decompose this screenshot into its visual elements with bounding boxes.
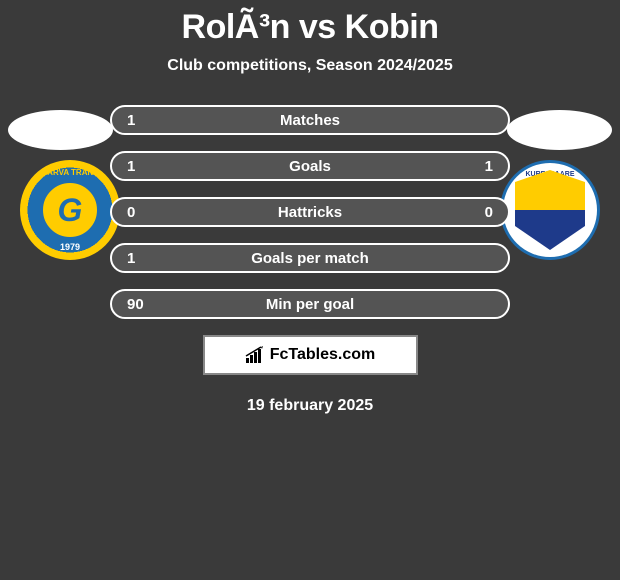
- page-title: RolÃ³n vs Kobin: [0, 8, 620, 47]
- stat-value-left: 1: [127, 158, 167, 175]
- crest-left-text: NARVA TRANS: [41, 168, 98, 177]
- stat-row-min-per-goal: 90 Min per goal: [110, 289, 510, 319]
- stat-row-hattricks: 0 Hattricks 0: [110, 197, 510, 227]
- stat-label: Goals per match: [251, 250, 369, 267]
- player-avatar-right: [507, 110, 612, 150]
- club-crest-right: KURESSAARE: [500, 160, 600, 260]
- stat-row-goals: 1 Goals 1: [110, 151, 510, 181]
- header: RolÃ³n vs Kobin Club competitions, Seaso…: [0, 0, 620, 75]
- stat-row-goals-per-match: 1 Goals per match: [110, 243, 510, 273]
- player-avatar-left: [8, 110, 113, 150]
- stat-value-left: 0: [127, 204, 167, 221]
- branding-box: FcTables.com: [203, 335, 418, 375]
- stat-rows: 1 Matches 1 Goals 1 0 Hattricks 0 1 Goal…: [110, 105, 510, 319]
- stat-value-left: 90: [127, 296, 167, 313]
- stat-label: Hattricks: [278, 204, 342, 221]
- stat-row-matches: 1 Matches: [110, 105, 510, 135]
- stat-value-left: 1: [127, 250, 167, 267]
- branding-text: FcTables.com: [270, 346, 376, 364]
- stat-value-left: 1: [127, 112, 167, 129]
- stat-value-right: 0: [453, 204, 493, 221]
- chart-icon: [245, 346, 265, 364]
- stat-label: Goals: [289, 158, 331, 175]
- page-subtitle: Club competitions, Season 2024/2025: [0, 57, 620, 75]
- crest-left-letter: G: [58, 192, 83, 229]
- stat-label: Min per goal: [266, 296, 354, 313]
- crest-left-year: 1979: [60, 242, 80, 252]
- stats-container: NARVA TRANS G 1979 KURESSAARE 1 Matches …: [0, 105, 620, 415]
- crest-right-shield: [515, 170, 585, 250]
- club-crest-left: NARVA TRANS G 1979: [20, 160, 120, 260]
- stat-label: Matches: [280, 112, 340, 129]
- stat-value-right: 1: [453, 158, 493, 175]
- date-text: 19 february 2025: [0, 397, 620, 415]
- crest-left-inner: G: [40, 180, 100, 240]
